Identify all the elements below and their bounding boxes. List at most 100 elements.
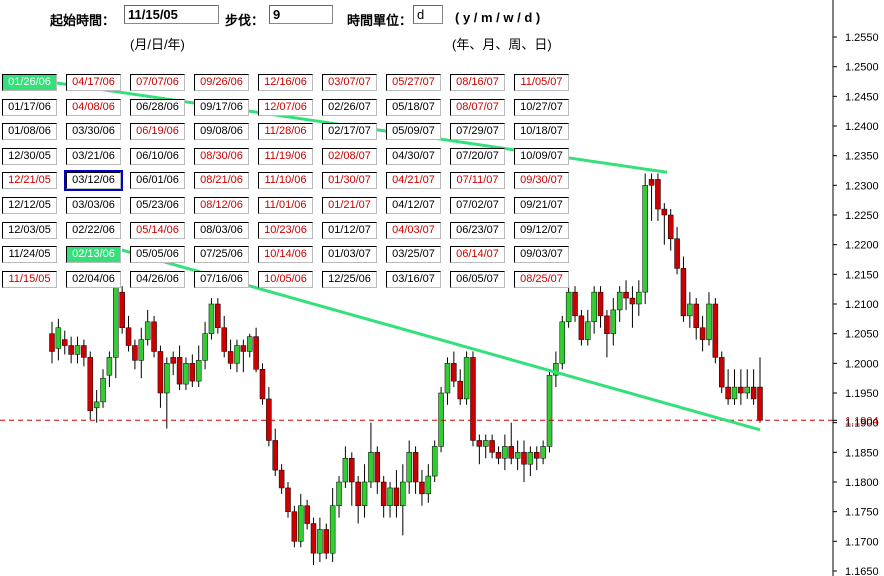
date-cell[interactable]: 11/01/06 <box>258 197 313 214</box>
date-cell[interactable]: 05/09/07 <box>386 123 441 141</box>
date-cell[interactable]: 02/22/06 <box>66 221 121 239</box>
candle-body <box>629 297 636 305</box>
date-cell[interactable]: 01/17/06 <box>2 98 57 116</box>
candle-body <box>616 291 623 311</box>
date-cell[interactable]: 01/12/07 <box>322 221 377 239</box>
candle-body <box>642 185 648 293</box>
date-cell[interactable]: 05/23/06 <box>130 197 185 214</box>
date-cell[interactable]: 10/18/07 <box>514 123 569 141</box>
date-cell[interactable]: 07/16/06 <box>194 270 249 288</box>
date-cell[interactable]: 12/25/06 <box>322 270 377 288</box>
date-cell[interactable]: 04/30/07 <box>386 147 441 165</box>
date-cell[interactable]: 02/08/07 <box>322 147 377 165</box>
date-cell[interactable]: 10/23/06 <box>258 221 313 239</box>
date-cell[interactable]: 09/08/06 <box>194 123 249 141</box>
candle-body <box>489 440 495 453</box>
date-cell[interactable]: 04/12/07 <box>386 197 441 214</box>
date-cell[interactable]: 05/14/06 <box>130 221 185 239</box>
date-cell[interactable]: 11/24/05 <box>2 246 57 264</box>
date-cell[interactable]: 03/16/07 <box>386 270 441 288</box>
date-cell[interactable]: 08/16/07 <box>450 74 505 91</box>
date-cell[interactable]: 09/17/06 <box>194 98 249 116</box>
date-cell[interactable]: 04/26/06 <box>130 270 185 288</box>
candle-body <box>323 529 330 554</box>
date-cell[interactable]: 12/03/05 <box>2 221 57 239</box>
candle-body <box>253 336 259 370</box>
date-cell[interactable]: 06/05/07 <box>450 270 505 288</box>
candle-body <box>534 452 540 459</box>
date-cell[interactable]: 08/12/06 <box>194 197 249 214</box>
date-cell[interactable]: 03/21/06 <box>66 147 121 165</box>
date-cell[interactable]: 01/26/06 <box>2 74 57 91</box>
date-cell[interactable]: 07/02/07 <box>450 197 505 214</box>
date-cell[interactable]: 07/25/06 <box>194 246 249 264</box>
date-cell[interactable]: 06/23/07 <box>450 221 505 239</box>
candle-body <box>246 336 253 352</box>
candle-body <box>419 481 425 495</box>
start-time-input[interactable]: 11/15/05 <box>124 5 219 24</box>
y-tick-label: 1.1750 <box>845 507 879 519</box>
candle-body <box>138 339 145 361</box>
candle-body <box>266 398 272 441</box>
date-cell[interactable]: 10/05/06 <box>258 270 313 288</box>
date-cell[interactable]: 04/03/07 <box>386 221 441 239</box>
date-cell[interactable]: 02/04/06 <box>66 270 121 288</box>
date-cell[interactable]: 07/11/07 <box>450 172 505 190</box>
date-cell[interactable]: 05/18/07 <box>386 98 441 116</box>
date-cell[interactable]: 10/27/07 <box>514 98 569 116</box>
date-cell[interactable]: 11/28/06 <box>258 123 313 141</box>
date-cell[interactable]: 06/19/06 <box>130 123 185 141</box>
date-cell[interactable]: 01/21/07 <box>322 197 377 214</box>
date-cell[interactable]: 09/30/07 <box>514 172 569 190</box>
date-cell[interactable]: 02/17/07 <box>322 123 377 141</box>
date-cell[interactable]: 03/12/06 <box>64 170 123 192</box>
step-input[interactable]: 9 <box>269 5 333 24</box>
date-cell[interactable]: 09/12/07 <box>514 221 569 239</box>
date-cell[interactable]: 12/30/05 <box>2 147 57 165</box>
date-cell[interactable]: 07/20/07 <box>450 147 505 165</box>
candle-body <box>374 452 381 483</box>
date-cell[interactable]: 07/29/07 <box>450 123 505 141</box>
date-cell[interactable]: 12/21/05 <box>2 172 57 190</box>
date-cell[interactable]: 11/15/05 <box>2 270 57 288</box>
date-cell[interactable]: 11/05/07 <box>514 74 569 91</box>
date-cell[interactable]: 11/10/06 <box>258 172 313 190</box>
candle-body <box>712 303 719 358</box>
date-cell[interactable]: 10/14/06 <box>258 246 313 264</box>
date-cell[interactable]: 08/21/06 <box>194 172 249 190</box>
date-cell[interactable]: 07/07/06 <box>130 74 185 91</box>
candle-body <box>463 357 470 400</box>
date-cell[interactable]: 09/26/06 <box>194 74 249 91</box>
date-cell[interactable]: 09/03/07 <box>514 246 569 264</box>
date-cell[interactable]: 09/21/07 <box>514 197 569 214</box>
time-unit-input[interactable]: d <box>413 5 443 24</box>
date-cell[interactable]: 04/17/06 <box>66 74 121 91</box>
date-cell[interactable]: 06/14/07 <box>450 246 505 264</box>
date-cell[interactable]: 01/03/07 <box>322 246 377 264</box>
date-cell[interactable]: 08/25/07 <box>514 270 569 288</box>
date-cell[interactable]: 01/08/06 <box>2 123 57 141</box>
date-cell[interactable]: 12/07/06 <box>258 98 313 116</box>
date-cell[interactable]: 03/07/07 <box>322 74 377 91</box>
date-cell[interactable]: 06/01/06 <box>130 172 185 190</box>
candle-body <box>106 357 113 376</box>
date-cell[interactable]: 08/03/06 <box>194 221 249 239</box>
date-cell[interactable]: 05/27/07 <box>386 74 441 91</box>
date-cell[interactable]: 04/08/06 <box>66 98 121 116</box>
date-cell[interactable]: 02/13/06 <box>66 246 121 264</box>
date-cell[interactable]: 02/26/07 <box>322 98 377 116</box>
date-cell[interactable]: 12/16/06 <box>258 74 313 91</box>
date-cell[interactable]: 03/03/06 <box>66 197 121 214</box>
date-cell[interactable]: 08/07/07 <box>450 98 505 116</box>
date-cell[interactable]: 06/10/06 <box>130 147 185 165</box>
date-cell[interactable]: 03/25/07 <box>386 246 441 264</box>
date-cell[interactable]: 08/30/06 <box>194 147 249 165</box>
date-cell[interactable]: 01/30/07 <box>322 172 377 190</box>
date-cell[interactable]: 04/21/07 <box>386 172 441 190</box>
date-cell[interactable]: 11/19/06 <box>258 147 313 165</box>
date-cell[interactable]: 10/09/07 <box>514 147 569 165</box>
date-cell[interactable]: 05/05/06 <box>130 246 185 264</box>
date-cell[interactable]: 12/12/05 <box>2 197 57 214</box>
date-cell[interactable]: 06/28/06 <box>130 98 185 116</box>
date-cell[interactable]: 03/30/06 <box>66 123 121 141</box>
